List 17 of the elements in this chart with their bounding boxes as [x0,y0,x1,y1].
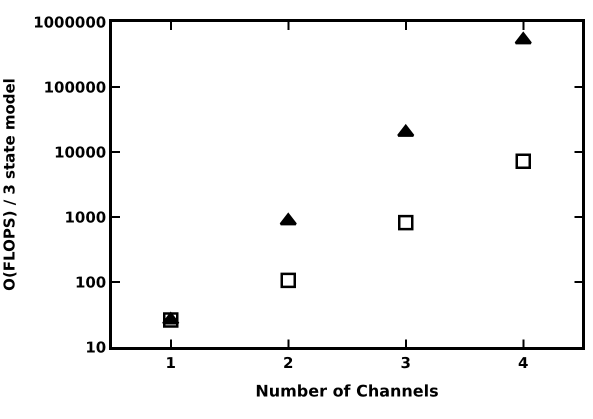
y-tick-label: 10 [85,338,106,356]
point [280,272,296,288]
y-tick-label: 1000000 [33,13,106,32]
point [516,154,531,170]
x-tick-label: 3 [400,354,411,372]
y-tick-label: 100000 [44,78,106,96]
x-axis-title: Number of Channels [255,381,439,400]
x-tick-label: 4 [518,354,528,372]
y-tick-label: 10000 [54,143,106,162]
y-axis-title: O(FLOPS) / 3 state model [0,78,18,291]
x-tick-label: 2 [283,354,294,372]
x-tick-label: 1 [166,354,176,372]
point [162,312,180,325]
y-tick-label: 1000 [64,208,106,226]
point [398,214,414,230]
point [163,312,178,328]
y-tick-label: 100 [74,273,106,292]
